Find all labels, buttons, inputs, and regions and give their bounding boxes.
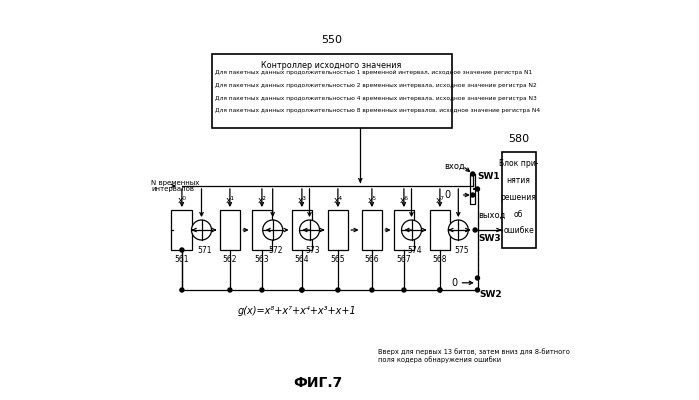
Circle shape (300, 288, 304, 292)
Text: Вверх для первых 13 битов, затем вниз для 8-битного
поля кодера обнаружения ошиб: Вверх для первых 13 битов, затем вниз дл… (377, 348, 570, 363)
Circle shape (470, 172, 475, 176)
Bar (328, 210, 348, 250)
Text: 564: 564 (294, 255, 309, 264)
Bar (361, 210, 382, 250)
Bar (291, 210, 312, 250)
Circle shape (180, 288, 184, 292)
Circle shape (475, 276, 480, 280)
Text: 573: 573 (305, 246, 320, 255)
Text: об: об (514, 210, 523, 218)
Text: 0: 0 (452, 278, 458, 288)
Bar (501, 152, 535, 248)
Text: Для пакетных данных продолжительностью 4 временных интервала, исходное значение : Для пакетных данных продолжительностью 4… (215, 96, 536, 101)
Text: Для пакетных данных продолжительностью 8 временных интервалов, исходное значение: Для пакетных данных продолжительностью 8… (215, 108, 540, 114)
Text: x⁵: x⁵ (368, 196, 376, 205)
Text: 572: 572 (268, 246, 283, 255)
Bar (219, 210, 240, 250)
Text: вход: вход (445, 162, 466, 170)
Circle shape (438, 288, 442, 292)
Text: ФИГ.7: ФИГ.7 (293, 376, 342, 390)
Text: ошибке: ошибке (503, 226, 534, 235)
Bar (429, 210, 450, 250)
Circle shape (180, 248, 184, 252)
Text: 567: 567 (396, 255, 411, 264)
Text: x⁶: x⁶ (399, 196, 408, 205)
Text: x¹: x¹ (225, 196, 234, 205)
Bar (171, 210, 192, 250)
Text: SW3: SW3 (478, 234, 500, 243)
Text: 568: 568 (433, 255, 447, 264)
Bar (212, 54, 452, 128)
Text: Для пакетных данных продолжительностью 2 временных интервала, исходное значение : Для пакетных данных продолжительностью 2… (215, 83, 536, 88)
Text: g(x)=x⁸+x⁷+x⁴+x³+x+1: g(x)=x⁸+x⁷+x⁴+x³+x+1 (238, 306, 356, 316)
Circle shape (299, 220, 319, 240)
Bar (394, 210, 415, 250)
Text: 0: 0 (445, 190, 451, 200)
Text: x³: x³ (297, 196, 306, 205)
Text: x⁴: x⁴ (333, 196, 343, 205)
Text: Для пакетных данных продолжительностью 1 временной интервал, исходное значение р: Для пакетных данных продолжительностью 1… (215, 70, 532, 75)
Circle shape (370, 288, 374, 292)
Circle shape (192, 220, 212, 240)
Text: Блок при-: Блок при- (499, 159, 538, 168)
Circle shape (336, 288, 340, 292)
Text: Контроллер исходного значения: Контроллер исходного значения (261, 61, 402, 70)
Circle shape (260, 288, 264, 292)
Text: выход: выход (478, 211, 505, 220)
Text: 574: 574 (408, 246, 422, 255)
Text: SW1: SW1 (477, 172, 500, 181)
Circle shape (402, 288, 406, 292)
Circle shape (448, 220, 468, 240)
Circle shape (228, 288, 232, 292)
Text: 563: 563 (254, 255, 269, 264)
Text: 566: 566 (365, 255, 380, 264)
Circle shape (473, 228, 477, 232)
Bar (470, 174, 475, 204)
Text: 571: 571 (197, 246, 212, 255)
Text: 561: 561 (175, 255, 189, 264)
Text: SW2: SW2 (480, 290, 502, 299)
Text: решения: решения (500, 193, 536, 202)
Text: x²: x² (257, 196, 266, 205)
Text: x⁷: x⁷ (435, 196, 445, 205)
Text: 565: 565 (331, 255, 345, 264)
Text: 550: 550 (321, 35, 342, 45)
Circle shape (475, 288, 480, 292)
Text: x⁰: x⁰ (178, 196, 187, 205)
Circle shape (300, 288, 304, 292)
Text: 575: 575 (454, 246, 469, 255)
Text: нятия: нятия (507, 176, 531, 185)
Text: 562: 562 (223, 255, 237, 264)
Bar (252, 210, 273, 250)
Circle shape (263, 220, 282, 240)
Circle shape (438, 288, 442, 292)
Text: N временных
интервалов: N временных интервалов (152, 180, 200, 192)
Circle shape (475, 187, 480, 191)
Text: 580: 580 (508, 134, 529, 144)
Circle shape (470, 193, 475, 197)
Circle shape (401, 220, 421, 240)
